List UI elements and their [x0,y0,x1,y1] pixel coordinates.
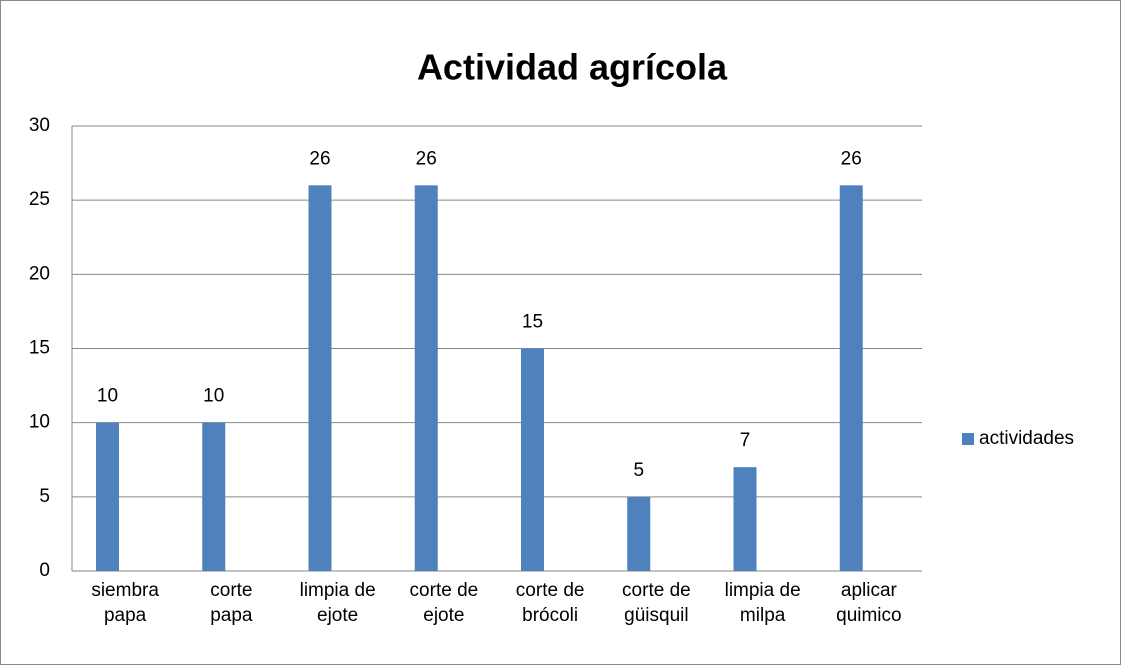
y-tick-label: 10 [29,412,50,433]
y-tick-label: 30 [29,115,50,136]
x-tick-label: aplicar quimico [836,580,902,626]
y-tick-label: 20 [29,263,50,284]
chart-title: Actividad agrícola [417,47,728,88]
x-tick-label: corte de brócoli [515,580,585,626]
bar [96,422,119,571]
x-tick-label: siembra papa [91,580,159,626]
data-label: 10 [203,386,224,407]
y-tick-label: 0 [39,560,50,581]
bar [308,185,332,572]
x-tick-label: corte de güisquil [622,580,691,626]
bar [521,348,544,571]
data-label: 26 [841,148,862,169]
data-label: 7 [740,430,751,451]
data-label: 15 [522,312,543,333]
y-tick-label: 15 [29,338,50,359]
x-tick-label: limpia de ejote [299,580,376,626]
bar [414,185,438,572]
bar [839,185,863,572]
bar [202,422,226,571]
bar [733,467,757,571]
data-label: 26 [416,148,437,169]
y-tick-label: 5 [39,486,50,507]
legend-swatch [962,433,974,445]
data-label: 26 [309,148,330,169]
legend-label: actividades [979,428,1074,449]
y-tick-label: 25 [29,189,50,210]
x-tick-label: corte papa [210,580,253,626]
x-tick-label: corte de ejote [409,580,479,626]
bar [627,496,651,571]
data-label: 5 [633,460,644,481]
x-tick-label: limpia de milpa [724,580,801,626]
data-label: 10 [97,386,118,407]
